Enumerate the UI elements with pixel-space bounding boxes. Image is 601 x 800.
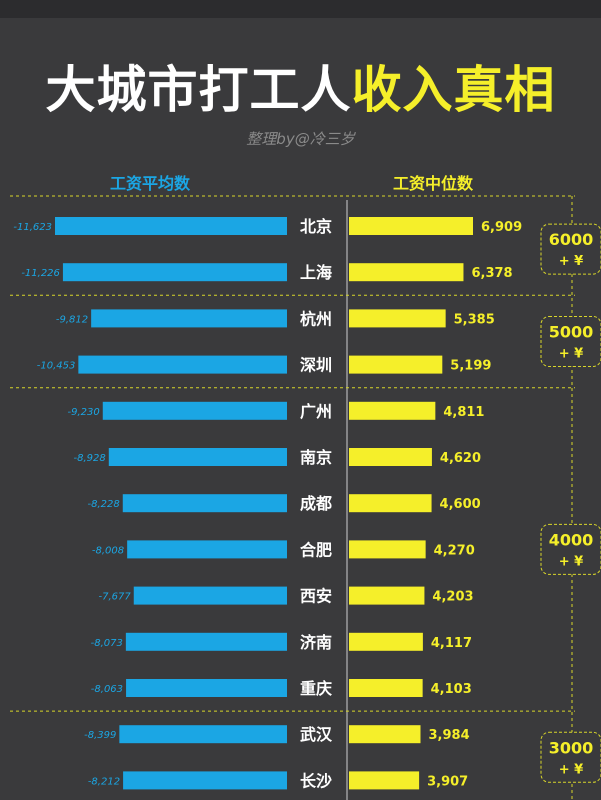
- median-bar: [349, 217, 473, 235]
- top-bar: [0, 0, 601, 18]
- group-badge-label: 5000: [549, 323, 594, 342]
- title-part-white: 大城市打工人: [45, 61, 352, 119]
- median-bar: [349, 448, 432, 466]
- median-value-label: 4,203: [432, 590, 473, 605]
- average-bar: [62, 263, 288, 282]
- city-label: 成都: [300, 494, 332, 513]
- median-value-label: 3,907: [427, 774, 468, 789]
- average-bar: [127, 540, 288, 559]
- average-value-label: -8,228: [88, 499, 120, 510]
- median-value-label: 6,909: [481, 220, 522, 235]
- average-value-label: -11,623: [13, 222, 52, 233]
- city-label: 合肥: [300, 540, 332, 559]
- city-label: 深圳: [300, 356, 332, 375]
- city-label: 上海: [300, 263, 332, 282]
- average-bar: [78, 355, 287, 374]
- city-label: 重庆: [300, 679, 332, 698]
- median-value-label: 5,199: [450, 359, 491, 374]
- median-bar: [349, 263, 464, 282]
- average-value-label: -8,008: [92, 545, 124, 556]
- average-bar: [108, 448, 288, 466]
- header-median: 工资中位数: [393, 174, 474, 193]
- median-bar: [349, 540, 426, 559]
- average-value-label: -7,677: [99, 592, 132, 603]
- average-bar: [102, 401, 287, 420]
- median-bar: [349, 494, 432, 513]
- city-label: 济南: [300, 633, 332, 652]
- group-badge-sub: + ¥: [559, 762, 583, 777]
- income-chart: 工资平均数 工资中位数 -11,623 北京 6,909 -11,226 上海 6,378 -9…: [10, 174, 601, 800]
- average-bar: [55, 217, 287, 235]
- average-value-label: -11,226: [21, 268, 60, 279]
- city-label: 广州: [300, 402, 332, 421]
- average-bar: [133, 586, 287, 605]
- median-value-label: 4,811: [443, 405, 484, 420]
- city-label: 杭州: [300, 309, 332, 328]
- median-value-label: 6,378: [471, 266, 512, 281]
- city-label: 南京: [300, 448, 332, 467]
- median-value-label: 5,385: [454, 312, 495, 327]
- page-title: 大城市打工人收入真相: [0, 58, 601, 122]
- city-label: 西安: [300, 587, 332, 606]
- average-value-label: -8,212: [88, 776, 120, 787]
- header-average: 工资平均数: [110, 174, 191, 193]
- median-bar: [349, 401, 436, 420]
- median-value-label: 4,620: [440, 451, 481, 466]
- median-bar: [349, 355, 443, 374]
- median-bar: [349, 725, 421, 744]
- group-badge: [540, 523, 601, 575]
- median-value-label: 3,984: [429, 728, 470, 743]
- median-value-label: 4,270: [434, 543, 475, 558]
- group-badge: [540, 223, 601, 275]
- city-label: 北京: [300, 217, 332, 236]
- title-part-yellow: 收入真相: [351, 61, 556, 119]
- average-value-label: -8,399: [84, 730, 116, 741]
- average-bar: [91, 309, 288, 328]
- median-bar: [349, 679, 423, 697]
- average-value-label: -8,073: [91, 638, 123, 649]
- average-value-label: -9,230: [68, 407, 100, 418]
- group-badge: [540, 731, 601, 783]
- average-bar: [122, 494, 287, 513]
- average-value-label: -10,453: [37, 361, 76, 372]
- group-badge-label: 6000: [549, 230, 594, 249]
- average-bar: [119, 725, 287, 744]
- average-bar: [126, 679, 287, 697]
- median-value-label: 4,600: [440, 497, 481, 512]
- average-value-label: -8,063: [91, 684, 123, 695]
- city-label: 长沙: [300, 771, 332, 790]
- median-bar: [349, 309, 446, 328]
- median-value-label: 4,117: [431, 636, 472, 651]
- credit-text: 整理by@冷三岁: [246, 130, 355, 148]
- group-badge: [540, 316, 601, 367]
- median-bar: [349, 586, 425, 605]
- city-label: 武汉: [300, 725, 333, 744]
- average-value-label: -9,812: [56, 314, 88, 325]
- group-badge-label: 3000: [549, 738, 594, 757]
- average-value-label: -8,928: [74, 453, 106, 464]
- group-badge-label: 4000: [549, 530, 594, 549]
- median-bar: [349, 632, 423, 651]
- group-badge-sub: + ¥: [559, 554, 583, 569]
- median-bar: [349, 771, 420, 790]
- group-badge-sub: + ¥: [559, 347, 583, 362]
- average-bar: [125, 632, 288, 651]
- group-badge-sub: + ¥: [559, 254, 583, 269]
- average-bar: [123, 771, 287, 790]
- median-value-label: 4,103: [431, 682, 472, 697]
